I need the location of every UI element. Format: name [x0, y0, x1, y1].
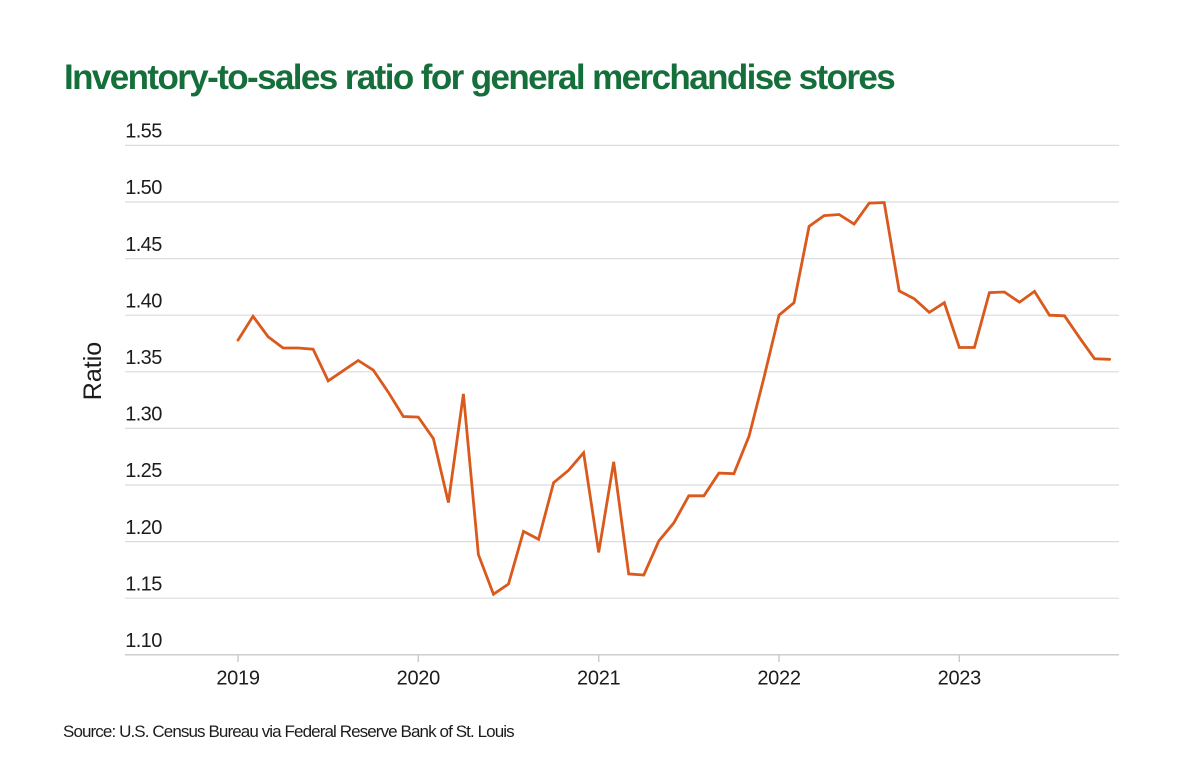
svg-text:1.40: 1.40: [125, 290, 162, 312]
svg-text:1.35: 1.35: [125, 347, 162, 369]
svg-text:1.20: 1.20: [125, 517, 162, 539]
svg-text:2021: 2021: [577, 668, 620, 690]
svg-text:2020: 2020: [397, 668, 440, 690]
svg-text:1.10: 1.10: [125, 630, 162, 652]
svg-text:1.50: 1.50: [125, 177, 162, 199]
svg-text:Inventory-to-sales ratio for g: Inventory-to-sales ratio for general mer…: [64, 58, 895, 97]
svg-text:1.25: 1.25: [125, 460, 162, 482]
svg-text:1.15: 1.15: [125, 573, 162, 595]
svg-text:1.45: 1.45: [125, 234, 162, 256]
svg-text:1.30: 1.30: [125, 404, 162, 426]
svg-text:1.55: 1.55: [125, 121, 162, 143]
svg-text:Ratio: Ratio: [79, 342, 107, 400]
svg-text:2023: 2023: [938, 668, 981, 690]
svg-text:Source: U.S. Census Bureau via: Source: U.S. Census Bureau via Federal R…: [63, 722, 514, 741]
svg-text:2019: 2019: [216, 668, 259, 690]
svg-text:2022: 2022: [757, 668, 800, 690]
